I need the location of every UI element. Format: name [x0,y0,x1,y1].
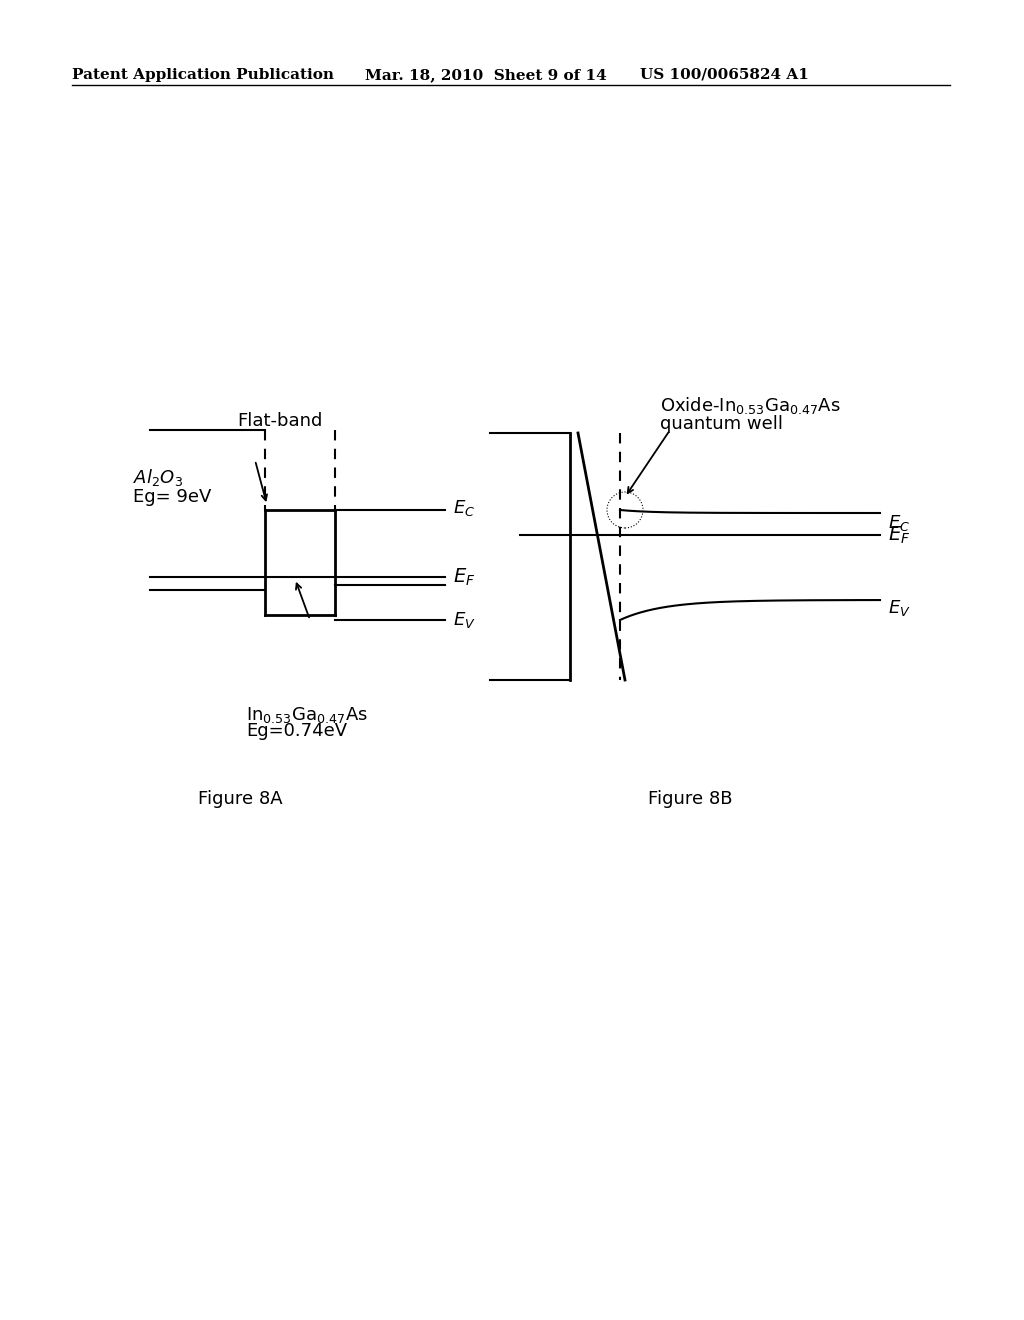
Text: Eg=0.74eV: Eg=0.74eV [246,722,347,741]
Text: Oxide-In$_{0.53}$Ga$_{0.47}$As: Oxide-In$_{0.53}$Ga$_{0.47}$As [660,395,841,416]
Text: In$_{0.53}$Ga$_{0.47}$As: In$_{0.53}$Ga$_{0.47}$As [246,705,368,725]
Text: Figure 8B: Figure 8B [648,789,732,808]
Text: US 100/0065824 A1: US 100/0065824 A1 [640,69,809,82]
Text: Flat-band: Flat-band [238,412,323,430]
Text: $\mathregular{E_V}$: $\mathregular{E_V}$ [453,610,476,630]
Text: Al$_2$O$_3$: Al$_2$O$_3$ [133,467,183,488]
Text: Eg= 9eV: Eg= 9eV [133,488,211,506]
Text: Patent Application Publication: Patent Application Publication [72,69,334,82]
Text: $\mathregular{E_F}$: $\mathregular{E_F}$ [453,566,475,587]
Text: Figure 8A: Figure 8A [198,789,283,808]
Text: $\mathregular{E_F}$: $\mathregular{E_F}$ [888,524,910,545]
Text: $\mathregular{E_C}$: $\mathregular{E_C}$ [888,513,910,533]
Text: quantum well: quantum well [660,414,783,433]
Text: $\mathregular{E_V}$: $\mathregular{E_V}$ [888,598,911,618]
Text: Mar. 18, 2010  Sheet 9 of 14: Mar. 18, 2010 Sheet 9 of 14 [365,69,607,82]
Text: $\mathregular{E_C}$: $\mathregular{E_C}$ [453,498,475,517]
